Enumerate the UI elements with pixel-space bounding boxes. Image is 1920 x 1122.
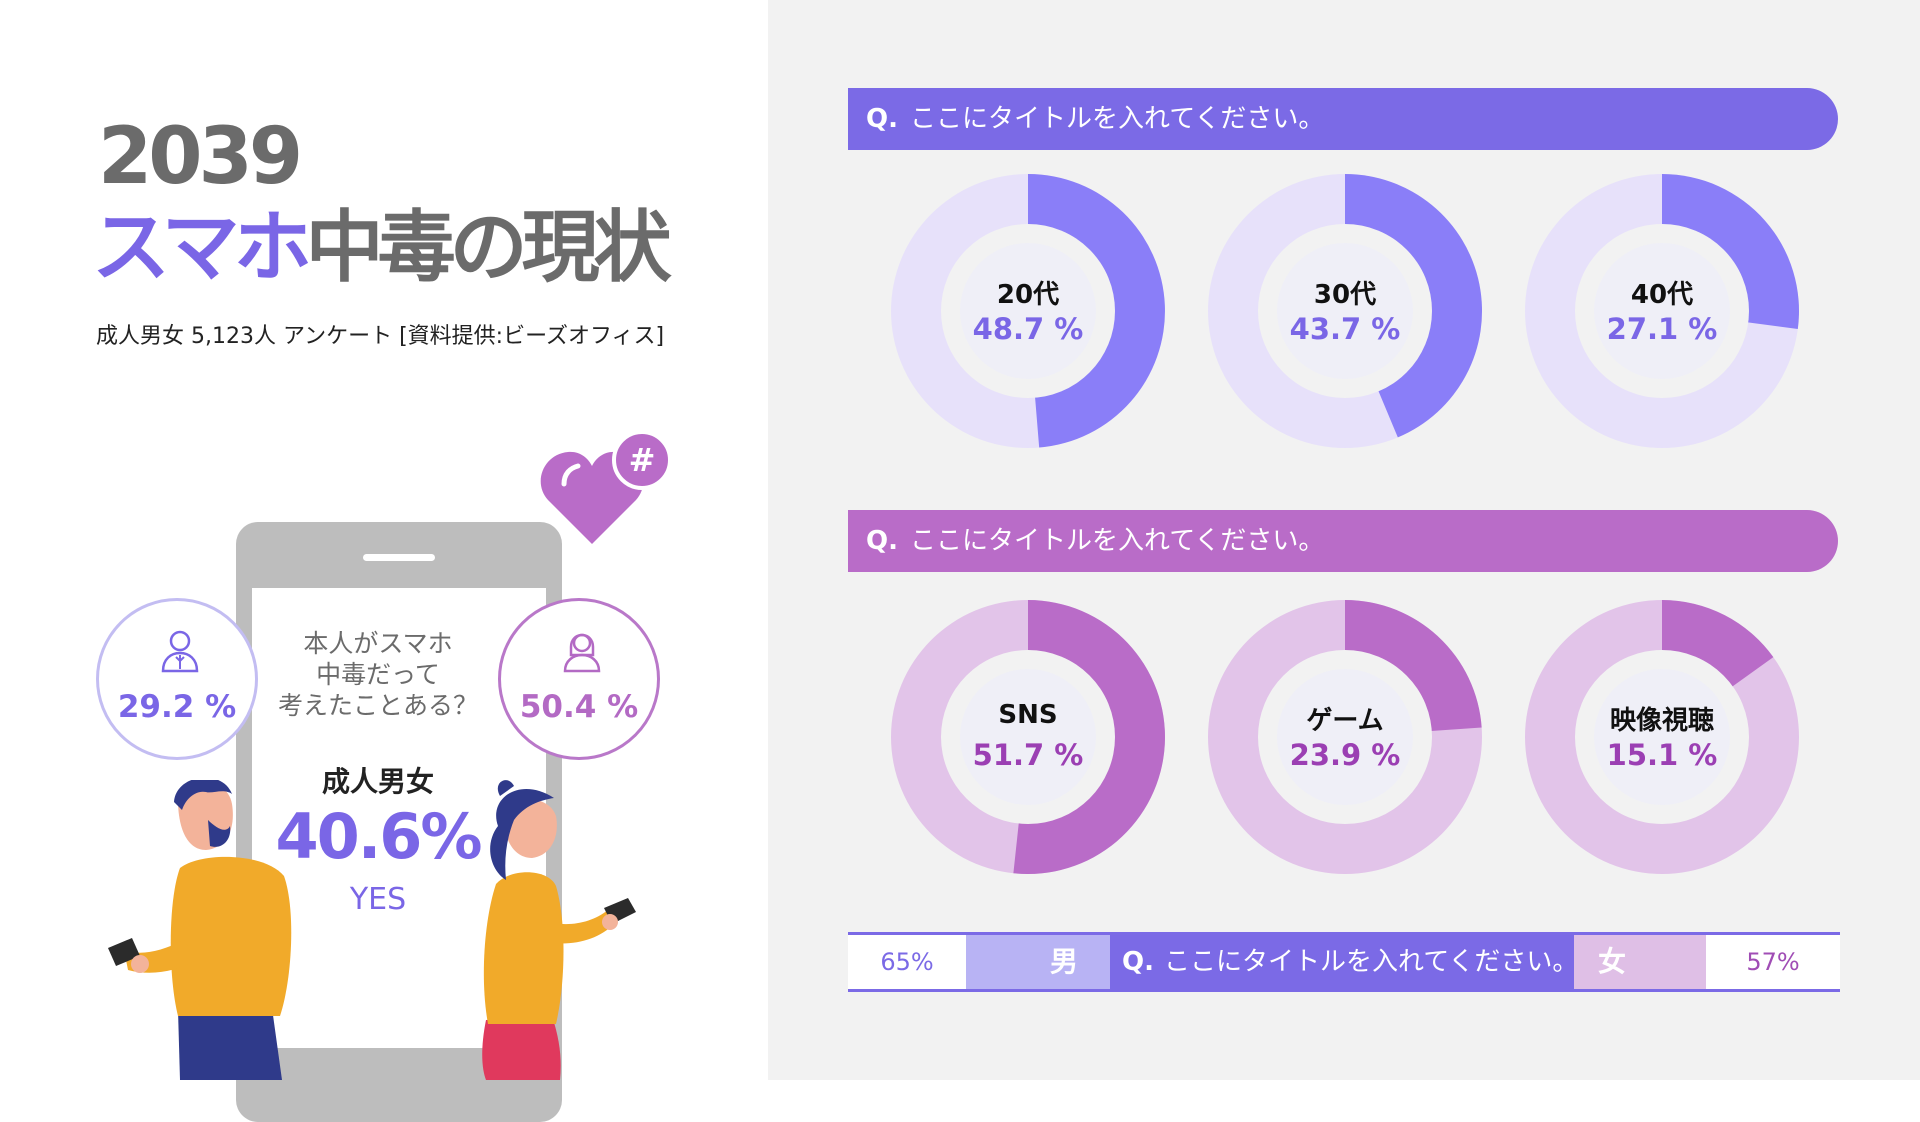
donut-value: 23.9 %	[1289, 738, 1401, 772]
donut-chart-game: ゲーム 23.9 %	[1206, 598, 1484, 876]
year-heading: 2039	[98, 112, 303, 202]
question-title: ここにタイトルを入れてください。	[909, 104, 1325, 134]
female-stat-bubble: 50.4 %	[498, 598, 660, 760]
female-user-icon	[563, 633, 601, 673]
male-stat-bubble: 29.2 %	[96, 598, 258, 760]
donut-svg	[1525, 600, 1799, 874]
donut-svg	[1208, 174, 1483, 448]
adult-label: 成人男女	[321, 765, 434, 798]
female-stat-value: 50.4 %	[519, 689, 639, 725]
female-label: 女	[1574, 935, 1706, 989]
divider	[848, 989, 1840, 992]
question-line: 考えたことある？	[277, 691, 478, 720]
question-title: ここにタイトルを入れてください。	[909, 526, 1325, 556]
donut-value: 15.1 %	[1606, 738, 1718, 772]
adult-yes-value: 40.6%	[275, 800, 482, 873]
male-label: 男	[966, 935, 1110, 989]
survey-question: 本人がスマホ 中毒だって 考えたことある？	[268, 628, 488, 721]
divider	[848, 932, 1840, 935]
phone-speaker	[363, 554, 435, 561]
title-rest: 中毒の現状	[305, 203, 672, 293]
q-mark: Q.	[866, 104, 898, 134]
male-stat-value: 29.2 %	[117, 689, 237, 725]
donut-inner-disc	[1277, 669, 1413, 805]
donut-chart-sns: SNS 51.7 %	[889, 598, 1167, 876]
male-percent: 65%	[848, 935, 966, 989]
female-percent: 57%	[1706, 935, 1840, 989]
donut-label: 40代	[1630, 280, 1694, 310]
donut-inner-disc	[1594, 669, 1730, 805]
age-question-bar: Q. ここにタイトルを入れてください。	[848, 88, 1838, 150]
donut-inner-disc	[1594, 243, 1730, 379]
question-line: 本人がスマホ	[303, 629, 453, 658]
usage-question-bar: Q. ここにタイトルを入れてください。	[848, 510, 1838, 572]
people-using-phones-illustration	[108, 780, 636, 1080]
q-mark: Q.	[1122, 947, 1154, 977]
donut-label: 映像視聴	[1609, 706, 1714, 736]
donut-value: 51.7 %	[972, 738, 1084, 772]
page-title: スマホ中毒の現状	[92, 200, 672, 296]
donut-inner-disc	[960, 243, 1096, 379]
title-accent: スマホ	[92, 203, 312, 293]
survey-subtitle: 成人男女 5,123人 アンケート [資料提供:ビーズオフィス]	[96, 324, 665, 349]
donut-value: 27.1 %	[1606, 312, 1718, 346]
woman-illustration	[482, 780, 636, 1080]
donut-svg	[1525, 174, 1800, 448]
donut-svg	[1208, 600, 1482, 874]
heart-hashtag-symbol: #	[629, 441, 656, 479]
donut-inner-disc	[1277, 243, 1413, 379]
donut-label: SNS	[998, 700, 1058, 730]
donut-label: ゲーム	[1306, 706, 1384, 736]
donut-value: 43.7 %	[1289, 312, 1401, 346]
donut-svg	[891, 600, 1165, 874]
donut-value: 48.7 %	[972, 312, 1084, 346]
donut-chart-video: 映像視聴 15.1 %	[1523, 598, 1801, 876]
donut-inner-disc	[960, 669, 1096, 805]
donut-chart-20s: 20代 48.7 %	[889, 172, 1167, 450]
male-user-icon	[161, 630, 199, 673]
donut-label: 30代	[1313, 280, 1377, 310]
q-mark: Q.	[866, 526, 898, 556]
heart-hashtag-icon: #	[540, 430, 672, 544]
question-title: ここにタイトルを入れてください。	[1163, 947, 1579, 977]
donut-chart-30s: 30代 43.7 %	[1206, 172, 1484, 450]
question-line: 中毒だって	[316, 660, 440, 689]
donut-chart-40s: 40代 27.1 %	[1523, 172, 1801, 450]
donut-label: 20代	[996, 280, 1060, 310]
donut-svg	[891, 174, 1165, 448]
gender-question-title: Q. ここにタイトルを入れてください。	[1110, 935, 1578, 989]
yes-label: YES	[349, 882, 407, 917]
man-illustration	[108, 780, 292, 1080]
gender-comparison-bar: 65% 男 Q. ここにタイトルを入れてください。 女 57%	[848, 932, 1840, 992]
